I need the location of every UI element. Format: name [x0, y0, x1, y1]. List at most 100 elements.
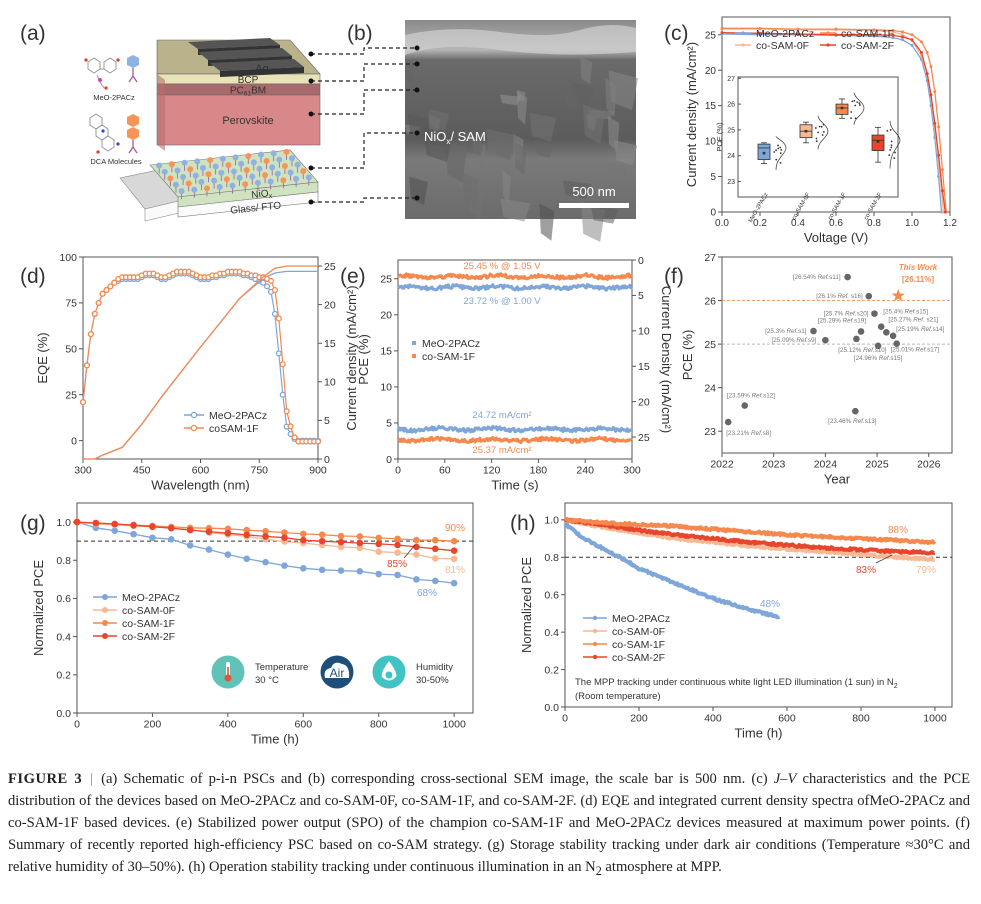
- legend-marker: [592, 615, 598, 621]
- meo-molecule-icon: [270, 150, 277, 157]
- y-tick-label: 27: [704, 252, 716, 264]
- anchor-group-icon: [128, 68, 138, 83]
- molecule-label-meo: MeO-2PACz: [93, 93, 135, 102]
- data-dot: [858, 102, 861, 105]
- scatter-point: [871, 310, 878, 317]
- connector-line: [311, 89, 417, 115]
- data-dot: [779, 161, 782, 164]
- jv-point: [940, 167, 944, 171]
- stability-point: [431, 555, 439, 562]
- y-tick-label: 0.4: [56, 631, 71, 643]
- y-tick-label: 0.2: [544, 664, 559, 676]
- eqe-point: [283, 408, 290, 415]
- jv-point: [937, 125, 941, 129]
- jv-point: [720, 31, 724, 35]
- atom-icon: [96, 150, 100, 154]
- stability-point: [243, 526, 251, 534]
- y2-axis-label: Current density (mA/cm²): [344, 285, 359, 430]
- data-dot: [775, 158, 778, 161]
- stability-point: [92, 519, 100, 527]
- stability-point: [111, 527, 119, 534]
- panel-label-e: (e): [340, 265, 366, 288]
- molecule-dca: DCA Molecules: [89, 113, 142, 166]
- ag-electrodes: [188, 38, 304, 77]
- dca-molecule-icon: [225, 162, 232, 169]
- stability-point: [375, 540, 383, 548]
- jv-point: [937, 153, 941, 157]
- stability-point: [431, 577, 439, 585]
- point-label: [25.12% Ref.s10]: [838, 347, 887, 354]
- caption-subscript: 2: [595, 863, 602, 878]
- x-axis-label: Time (h): [251, 732, 299, 747]
- eqe-point: [99, 290, 106, 297]
- data-dot: [890, 144, 893, 147]
- pce-trace-co-SAM-1F: [397, 272, 634, 281]
- stability-point: [243, 531, 251, 539]
- legend-marker: [102, 620, 108, 626]
- sem-image: NiOx/ SAM 500 nm: [405, 20, 639, 242]
- atom-icon: [101, 129, 105, 133]
- eqe-point: [79, 399, 87, 406]
- point-label: [26.1% Ref. s16]: [816, 293, 863, 300]
- y2-tick-label: 15: [638, 361, 650, 373]
- jv-point: [920, 50, 923, 54]
- stability-point: [167, 535, 175, 543]
- stability-point: [337, 543, 345, 551]
- distribution-curve: [775, 136, 787, 170]
- stability-point: [375, 570, 383, 578]
- reference-point: [25.19% Ref.s14]: [889, 326, 945, 340]
- stability-point: [450, 547, 458, 555]
- connector-dot: [414, 130, 420, 136]
- stability-point: [262, 533, 269, 540]
- stability-point: [394, 535, 401, 543]
- reference-point: [25.29% Ref.s19]: [818, 317, 866, 335]
- dca-molecule-icon: [187, 166, 194, 173]
- meo-molecule-icon: [198, 178, 205, 185]
- jv-point: [925, 50, 929, 54]
- x-tick-label: 600: [295, 719, 313, 731]
- y2-tick-label: 5: [324, 415, 330, 427]
- data-dot: [856, 101, 859, 103]
- this-work-label: This Work: [899, 263, 938, 272]
- y-tick-label: 1.0: [544, 515, 559, 527]
- x-tick-label: 1000: [442, 719, 466, 731]
- eqe-point: [91, 310, 98, 317]
- jv-point: [940, 189, 944, 193]
- jv-point: [901, 30, 904, 34]
- connector-dot: [414, 195, 420, 201]
- jv-point: [929, 65, 933, 69]
- stability-point: [281, 534, 288, 542]
- end-value-label: 79%: [916, 565, 936, 576]
- jv-chart: 0.0 0.2 0.4 0.6 0.8 1.0 1.2 0 5 10 15 20 25 Voltage (…: [684, 16, 957, 245]
- distribution-curve: [889, 120, 901, 169]
- panel-label-a: (a): [20, 22, 46, 45]
- legend-label: co-SAM-0F: [612, 626, 665, 638]
- x-tick-label: 2024: [814, 459, 838, 471]
- connector-dot: [414, 45, 420, 51]
- label-ag: Ag: [255, 63, 268, 75]
- connector-dot: [414, 61, 420, 67]
- meo-molecule-icon: [254, 179, 261, 186]
- y2-tick-label: 15: [324, 338, 336, 350]
- reference-point: [26.54% Ref.s11]: [793, 273, 851, 281]
- scatter-point: [865, 292, 873, 300]
- jv-point: [891, 33, 895, 37]
- eqe-point: [291, 434, 298, 441]
- x-tick-label: 1000: [923, 713, 947, 725]
- inset-y-tick-label: 25: [727, 127, 735, 134]
- meo-molecule-icon: [211, 177, 218, 184]
- stability-point: [149, 534, 156, 542]
- legend-marker: [102, 594, 108, 600]
- stability-point: [413, 576, 420, 583]
- stability-point: [130, 522, 137, 529]
- x-tick-label: 400: [219, 719, 237, 731]
- test-condition-note: The MPP tracking under continuous white …: [575, 677, 898, 690]
- data-dot: [822, 130, 825, 133]
- y-tick-label: 5: [710, 172, 716, 183]
- meo-2pacz-structure-icon: [87, 57, 117, 89]
- air-label: Air: [330, 666, 345, 680]
- data-dot: [817, 131, 820, 134]
- stability-point: [73, 518, 81, 526]
- y-tick-label: 50: [65, 344, 77, 356]
- this-work-star-icon: [891, 288, 905, 302]
